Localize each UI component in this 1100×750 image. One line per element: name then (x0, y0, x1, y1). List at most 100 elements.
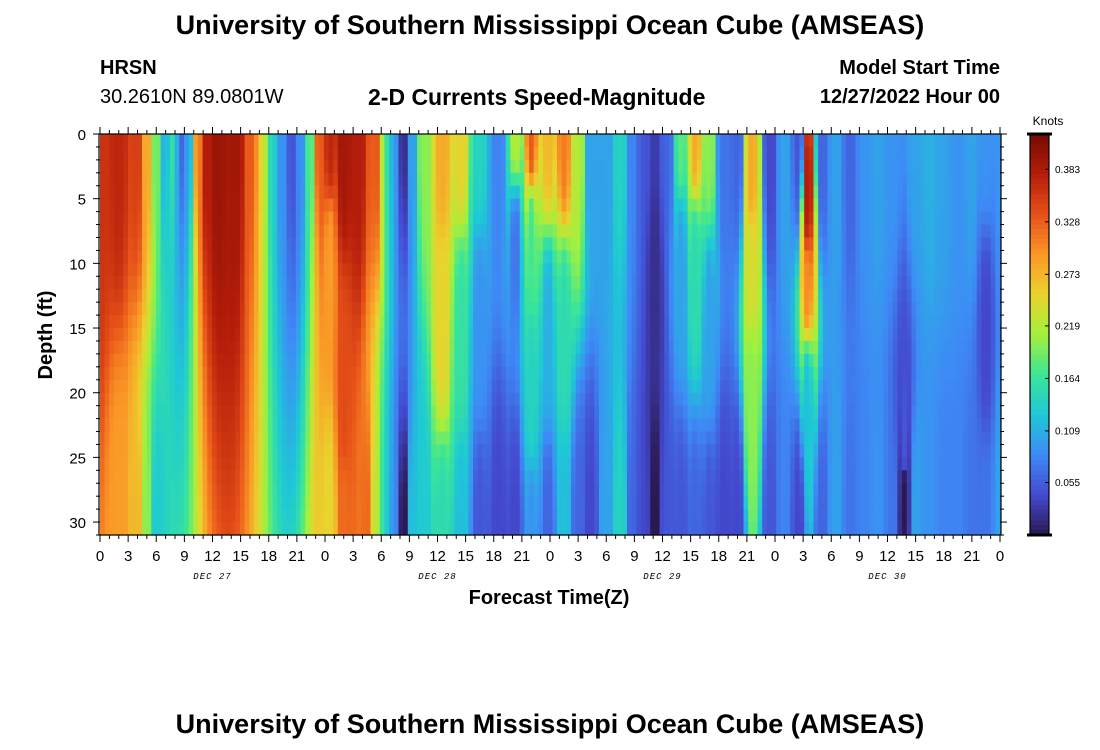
heatmap-cell (123, 353, 129, 368)
heatmap-cell (501, 457, 507, 471)
heatmap-cell (435, 379, 442, 394)
heatmap-cell (846, 159, 852, 174)
heatmap-cell (417, 302, 423, 316)
heatmap-cell (407, 302, 414, 316)
heatmap-cell (948, 198, 954, 213)
heatmap-cell (501, 211, 507, 226)
heatmap-cell (584, 224, 591, 239)
heatmap-cell (785, 146, 791, 161)
heatmap-cell (468, 159, 474, 174)
heatmap-cell (603, 315, 609, 329)
heatmap-cell (626, 134, 633, 148)
heatmap-cell (822, 134, 829, 148)
heatmap-cell (654, 302, 661, 316)
heatmap-cell (426, 431, 432, 446)
heatmap-cell (533, 224, 539, 239)
heatmap-cell (286, 134, 292, 148)
heatmap-cell (160, 366, 166, 381)
heatmap-cell (664, 340, 670, 355)
heatmap-cell (790, 263, 796, 277)
heatmap-cell (547, 276, 553, 290)
heatmap-cell (976, 134, 982, 148)
heatmap-cell (808, 263, 815, 277)
heatmap-cell (547, 340, 553, 355)
heatmap-cell (603, 431, 609, 446)
heatmap-cell (417, 159, 423, 174)
heatmap-cell (696, 366, 703, 381)
heatmap-cell (179, 353, 185, 368)
heatmap-cell (417, 353, 423, 368)
heatmap-cell (645, 457, 651, 471)
heatmap-cell (365, 444, 372, 458)
heatmap-cell (319, 405, 325, 420)
heatmap-cell (389, 185, 395, 200)
heatmap-cell (864, 379, 871, 394)
heatmap-cell (650, 185, 656, 200)
heatmap-cell (771, 289, 777, 303)
heatmap-cell (529, 250, 535, 264)
heatmap-cell (277, 379, 283, 394)
heatmap-cell (640, 250, 647, 264)
heatmap-cell (225, 302, 232, 316)
heatmap-cell (118, 185, 124, 200)
heatmap-cell (729, 353, 735, 368)
heatmap-cell (962, 444, 968, 458)
heatmap-cell (612, 263, 619, 277)
heatmap-cell (958, 146, 964, 161)
heatmap-cell (622, 431, 628, 446)
heatmap-cell (972, 418, 978, 433)
heatmap-cell (398, 302, 404, 316)
heatmap-cell (920, 302, 926, 316)
heatmap-cell (645, 185, 651, 200)
heatmap-cell (281, 366, 288, 381)
heatmap-cell (454, 237, 460, 252)
heatmap-cell (137, 250, 143, 264)
heatmap-cell (151, 444, 157, 458)
heatmap-cell (906, 211, 912, 226)
heatmap-cell (645, 159, 651, 174)
heatmap-cell (342, 172, 348, 187)
heatmap-cell (230, 405, 236, 420)
heatmap-cell (463, 353, 469, 368)
heatmap-cell (235, 366, 241, 381)
heatmap-cell (743, 289, 749, 303)
heatmap-cell (440, 134, 446, 148)
heatmap-cell (221, 159, 227, 174)
heatmap-cell (766, 328, 773, 342)
heatmap-cell (888, 302, 894, 316)
heatmap-cell (668, 315, 675, 329)
heatmap-cell (556, 353, 563, 368)
heatmap-cell (347, 418, 353, 433)
heatmap-cell (445, 159, 451, 174)
heatmap-cell (729, 328, 735, 342)
heatmap-cell (556, 444, 563, 458)
heatmap-cell (986, 211, 992, 226)
heatmap-cell (221, 379, 227, 394)
heatmap-cell (137, 353, 143, 368)
heatmap-cell (249, 315, 255, 329)
heatmap-cell (692, 172, 698, 187)
heatmap-cell (687, 172, 693, 187)
heatmap-cell (916, 134, 922, 148)
heatmap-cell (477, 237, 483, 252)
heatmap-cell (239, 302, 246, 316)
heatmap-cell (920, 263, 926, 277)
heatmap-cell (948, 366, 954, 381)
heatmap-cell (165, 146, 171, 161)
heatmap-cell (375, 315, 381, 329)
heatmap-cell (421, 444, 428, 458)
heatmap-cell (953, 315, 959, 329)
heatmap-cell (253, 185, 260, 200)
heatmap-cell (948, 328, 954, 342)
heatmap-cell (351, 418, 358, 433)
heatmap-cell (822, 315, 829, 329)
heatmap-cell (673, 198, 679, 213)
heatmap-cell (622, 159, 628, 174)
heatmap-cell (888, 289, 894, 303)
heatmap-cell (547, 237, 553, 252)
heatmap-cell (211, 198, 218, 213)
heatmap-cell (678, 366, 684, 381)
heatmap-cell (295, 172, 302, 187)
heatmap-cell (617, 328, 623, 342)
heatmap-cell (701, 353, 707, 368)
